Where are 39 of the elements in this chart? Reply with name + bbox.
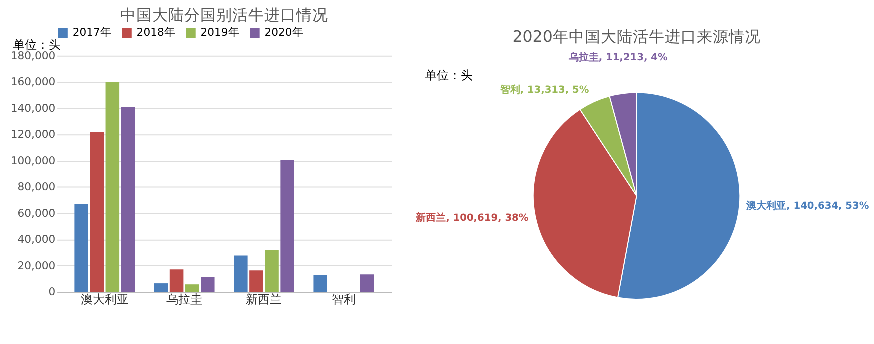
text: 单位：头 xyxy=(12,38,61,52)
bar xyxy=(106,82,120,292)
x-tick-label: 智利 xyxy=(332,292,356,306)
legend-label: 2017年 xyxy=(72,26,112,40)
y-tick-label: 100,000 xyxy=(10,154,56,168)
bar xyxy=(201,277,215,292)
y-tick-label: 120,000 xyxy=(10,128,56,142)
y-tick-label: 80,000 xyxy=(18,180,56,194)
text: 单位：头 xyxy=(425,68,474,82)
y-tick-label: 140,000 xyxy=(10,102,56,115)
bar xyxy=(154,284,168,292)
x-tick-label: 新西兰 xyxy=(246,292,282,306)
y-tick-label: 160,000 xyxy=(10,76,56,89)
y-tick-label: 40,000 xyxy=(18,233,56,246)
slice-label: 智利, 13,313, 5% xyxy=(499,84,590,96)
bar xyxy=(74,204,88,292)
bar xyxy=(314,275,328,292)
y-tick-label: 20,000 xyxy=(18,259,56,272)
slice-label: 乌拉圭, 11,213, 4% xyxy=(568,52,668,64)
chart-title: 2020年中国大陆活牛进口来源情况 xyxy=(512,26,761,46)
bar xyxy=(234,256,248,292)
x-tick-label: 乌拉圭 xyxy=(166,292,203,306)
y-tick-label: 0 xyxy=(48,286,56,299)
bar xyxy=(265,250,279,292)
bar xyxy=(185,284,200,292)
bar xyxy=(90,132,104,292)
bar xyxy=(121,108,136,292)
bar xyxy=(280,160,294,292)
x-tick-label: 澳大利亚 xyxy=(80,292,129,306)
bar xyxy=(250,270,264,292)
bar xyxy=(170,270,184,292)
bar xyxy=(360,274,374,292)
legend-label: 2019年 xyxy=(200,26,240,40)
chart-title: 中国大陆分国别活牛进口情况 xyxy=(120,5,328,24)
slice-label: 新西兰, 100,619, 38% xyxy=(415,212,529,224)
legend-label: 2018年 xyxy=(136,26,176,40)
slice-label: 澳大利亚, 140,634, 53% xyxy=(746,200,870,212)
y-tick-label: 60,000 xyxy=(18,206,56,220)
legend-label: 2020年 xyxy=(264,26,304,40)
